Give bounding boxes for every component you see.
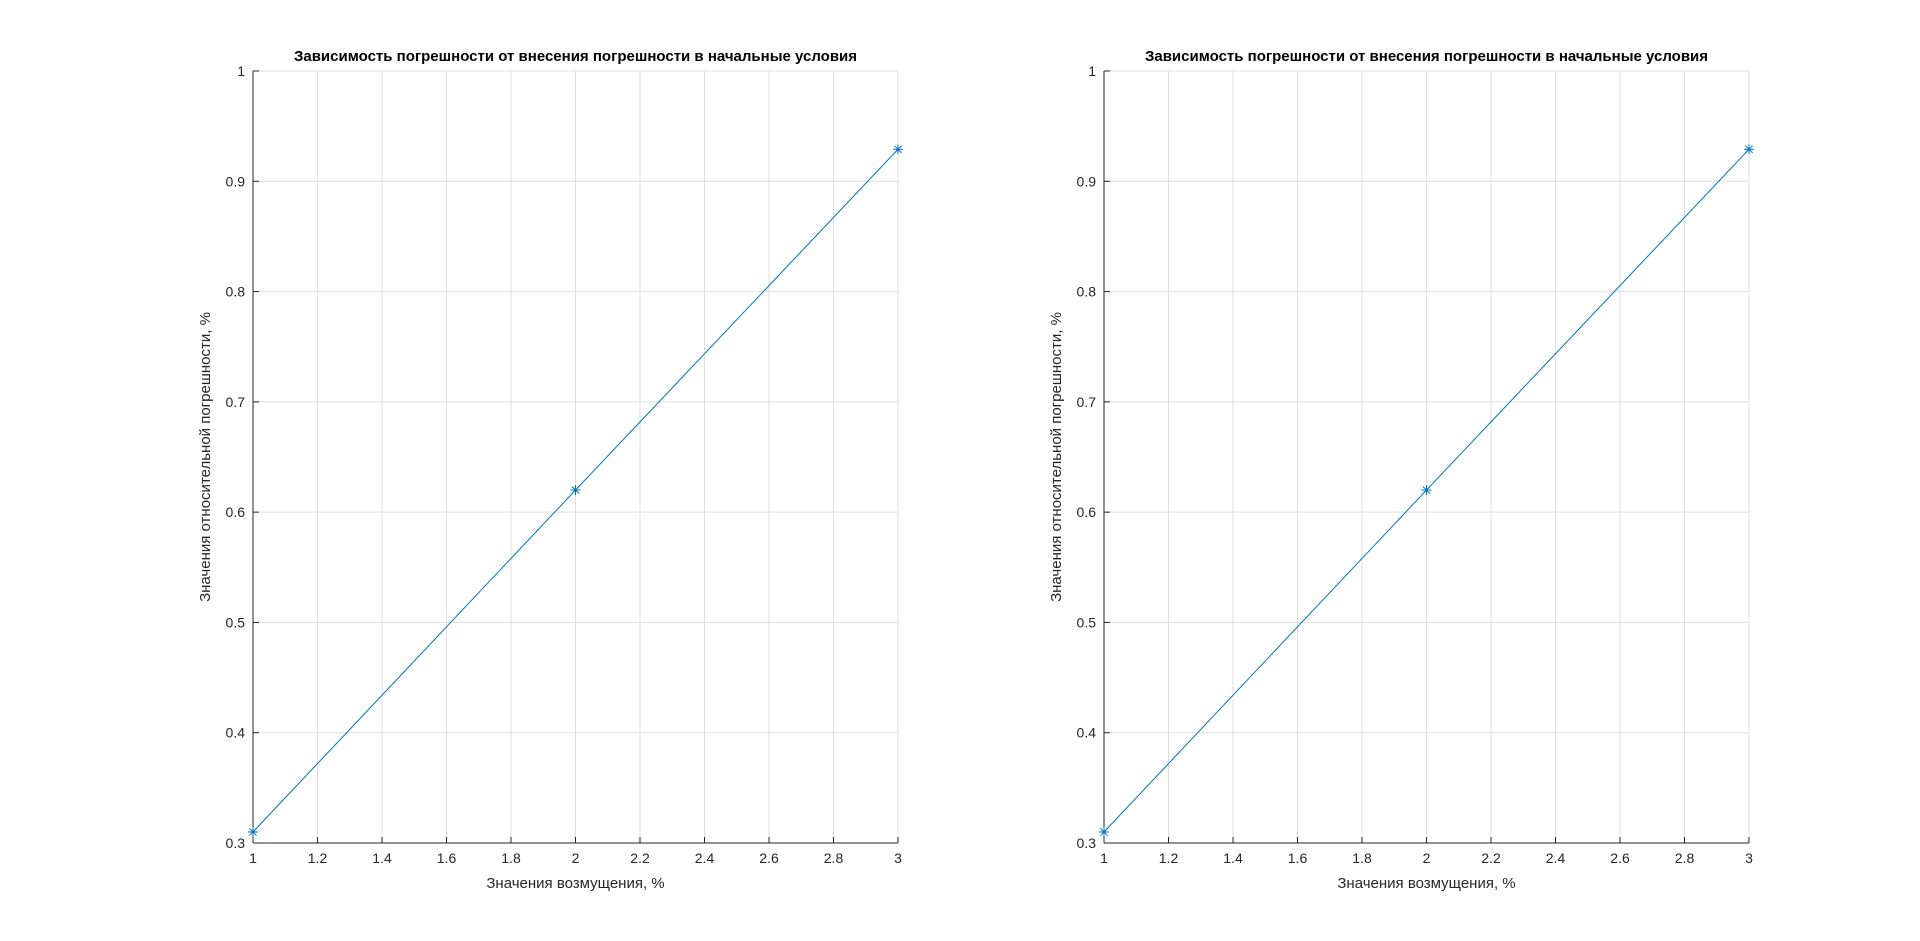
y-tick-label: 0.3: [226, 835, 246, 851]
data-point-marker: [248, 826, 258, 837]
chart-title: Зависимость погрешности от внесения погр…: [294, 48, 857, 65]
x-tick-label: 2.4: [1546, 850, 1566, 866]
x-tick-label: 2.4: [695, 850, 715, 866]
x-tick-label: 2.6: [1610, 850, 1630, 866]
y-tick-label: 0.9: [1077, 173, 1097, 189]
chart-title: Зависимость погрешности от внесения погр…: [1145, 48, 1708, 65]
y-axis-label: Значения относительной погрешности, %: [1048, 312, 1065, 602]
data-point-marker: [1744, 144, 1754, 155]
x-tick-label: 2.2: [630, 850, 650, 866]
x-tick-label: 2.2: [1481, 850, 1501, 866]
x-tick-label: 2.8: [1675, 850, 1695, 866]
y-tick-label: 0.4: [226, 725, 246, 741]
x-axis-label: Значения возмущения, %: [486, 875, 664, 892]
x-tick-label: 2.8: [824, 850, 844, 866]
y-tick-label: 0.7: [226, 394, 246, 410]
chart-left: 1 1.2 1.4 1.6 1.8 2 2.2 2.4 2.6 2.8 3 0.3 0.4 0.5 0.6 0…: [197, 48, 903, 892]
x-tick-label: 1.8: [1352, 850, 1372, 866]
data-point-marker: [893, 144, 903, 155]
x-tick-label: 2: [1423, 850, 1431, 866]
x-tick-label: 3: [894, 850, 902, 866]
x-tick-label: 1.4: [1223, 850, 1243, 866]
y-tick-label: 0.4: [1077, 725, 1097, 741]
data-point-marker: [1421, 485, 1432, 496]
data-point-marker: [1099, 826, 1109, 837]
x-tick-label: 2.6: [759, 850, 779, 866]
x-tick-label: 1.6: [437, 850, 457, 866]
y-tick-label: 0.5: [1077, 614, 1097, 630]
x-tick-label: 1: [249, 850, 257, 866]
x-tick-label: 2: [572, 850, 580, 866]
y-tick-label: 0.6: [226, 504, 246, 520]
y-tick-label: 1: [237, 63, 245, 79]
x-tick-label: 1.4: [372, 850, 392, 866]
y-axis-label: Значения относительной погрешности, %: [197, 312, 214, 602]
x-axis-label: Значения возмущения, %: [1337, 875, 1515, 892]
x-tick-label: 1.2: [1159, 850, 1179, 866]
x-tick-label: 1: [1100, 850, 1108, 866]
y-tick-label: 0.5: [226, 614, 246, 630]
data-point-marker: [570, 485, 581, 496]
chart-right: 1 1.2 1.4 1.6 1.8 2 2.2 2.4 2.6 2.8 3 0.3 0.4 0.5 0.6 0…: [1048, 48, 1754, 892]
y-tick-label: 0.6: [1077, 504, 1097, 520]
y-tick-label: 0.8: [1077, 284, 1097, 300]
x-tick-label: 3: [1745, 850, 1753, 866]
y-tick-label: 0.7: [1077, 394, 1097, 410]
y-tick-label: 0.3: [1077, 835, 1097, 851]
x-tick-label: 1.2: [308, 850, 328, 866]
y-tick-label: 1: [1088, 63, 1096, 79]
x-tick-label: 1.6: [1288, 850, 1308, 866]
x-tick-label: 1.8: [501, 850, 521, 866]
y-tick-label: 0.9: [226, 173, 246, 189]
y-tick-label: 0.8: [226, 284, 246, 300]
